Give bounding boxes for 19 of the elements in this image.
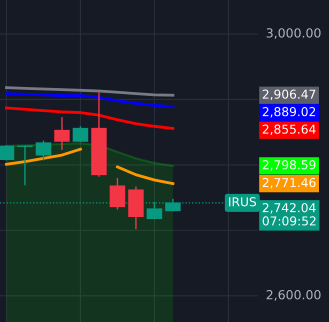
line-series: [5, 106, 174, 130]
candlestick: [110, 178, 126, 210]
candlestick: [72, 126, 88, 142]
candlestick: [54, 117, 70, 150]
ref-line-label: 2,742.04: [262, 203, 316, 214]
text: 2,798.59: [262, 160, 316, 171]
candlestick: [17, 145, 33, 186]
text: IRUS: [229, 197, 256, 206]
y-tick-label: 3,000.00: [266, 28, 321, 39]
candlestick: [0, 145, 14, 160]
text: 07:09:52: [262, 216, 316, 226]
text: 2,771.46: [262, 178, 316, 188]
y-tick-label: 2,600.00: [266, 290, 321, 301]
text: 2,855.64: [262, 124, 316, 136]
text: 2,889.02: [262, 107, 316, 118]
line-series: [5, 86, 174, 97]
candlestick: [36, 140, 52, 160]
line-series: [5, 92, 174, 108]
text: 2,906.47: [262, 90, 316, 100]
